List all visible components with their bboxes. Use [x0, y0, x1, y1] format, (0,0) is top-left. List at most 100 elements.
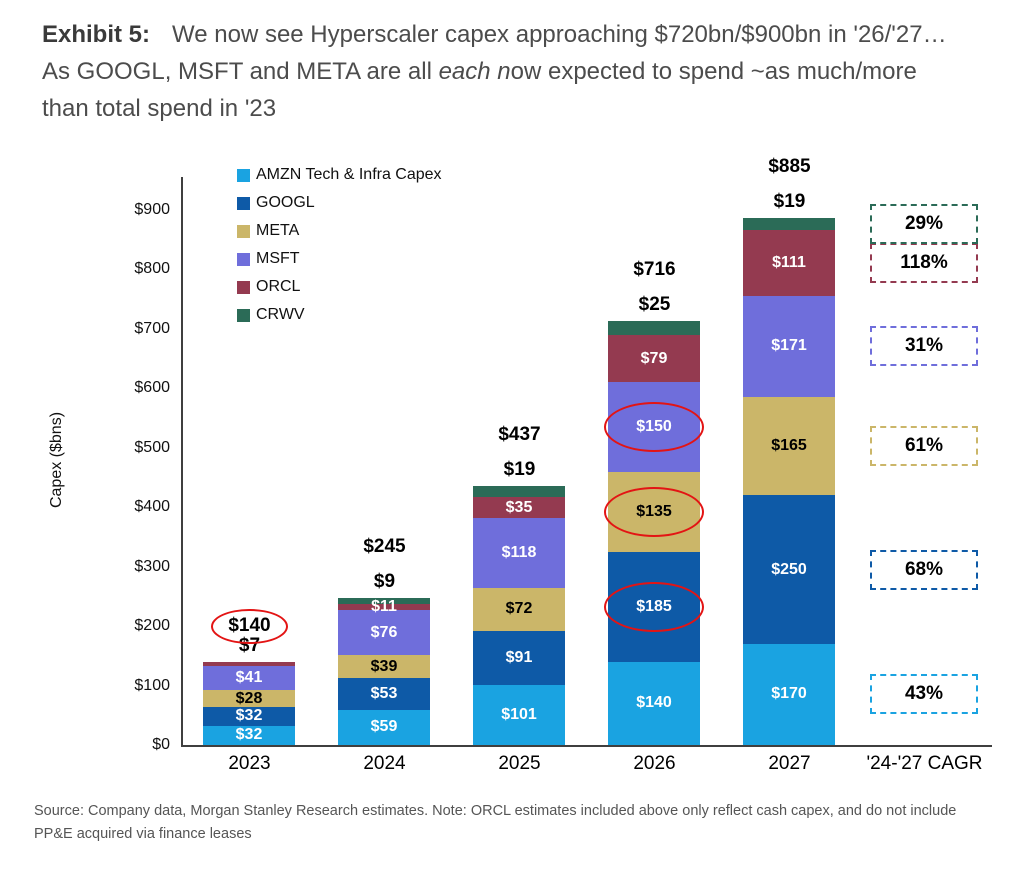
- bars-area: $32 $32 $28 $41 $7 $140 $59 $53 $39 $76 $11 $9 $245 $…: [182, 156, 992, 745]
- bar-segment-orcl-2026: $79: [608, 335, 700, 383]
- bar-column-2026: $140 $185 $135 $150 $79 $25 $716: [587, 215, 722, 745]
- bar-segment-amzn-2026: $140: [608, 661, 700, 745]
- total-label-2027: $885: [768, 156, 811, 178]
- legend-item-msft: MSFT: [237, 245, 442, 273]
- y-tick-label: $500: [134, 438, 170, 456]
- y-tick-label: $300: [134, 557, 170, 575]
- bar-segment-msft-2024: $76: [338, 610, 430, 656]
- total-label-2026: $716: [633, 258, 676, 280]
- bar-segment-msft-2026: $150: [604, 382, 704, 472]
- bar-column-2027: $170 $250 $165 $171 $111 $19 $885: [722, 156, 857, 745]
- bar-segment-orcl-2023: [203, 661, 295, 666]
- y-tick-label: $100: [134, 676, 170, 694]
- bar-segment-crwv-2024: [338, 598, 430, 604]
- legend-item-meta: META: [237, 217, 442, 245]
- segment-value-label: $76: [370, 623, 398, 641]
- bar-segment-amzn-2027: $170: [743, 643, 835, 745]
- bar-column-2025: $101 $91 $72 $118 $35 $19 $437: [452, 215, 587, 745]
- bar-segment-msft-2023: $41: [203, 665, 295, 691]
- segment-value-label: $28: [235, 689, 263, 707]
- y-tick-label: $600: [134, 379, 170, 397]
- bar-segment-googl-2025: $91: [473, 630, 565, 685]
- legend-swatch-orcl: [237, 280, 250, 294]
- chart-legend: AMZN Tech & Infra Capex GOOGL META MSFT ORCL…: [237, 161, 442, 329]
- segment-value-label: $150: [636, 417, 672, 435]
- bar-segment-meta-2023: $28: [203, 690, 295, 707]
- stacked-bar-2023: $32 $32 $28 $41: [203, 661, 295, 745]
- exhibit-number: Exhibit 5:: [42, 21, 151, 48]
- segment-value-label: $101: [501, 705, 537, 723]
- bar-segment-googl-2023: $32: [203, 706, 295, 726]
- bar-column-2024: $59 $53 $39 $76 $11 $9 $245: [317, 215, 452, 745]
- total-label-2024: $245: [363, 536, 406, 558]
- legend-label-amzn: AMZN Tech & Infra Capex: [256, 166, 442, 183]
- bar-segment-crwv-2026: [608, 320, 700, 336]
- segment-value-label: $118: [501, 544, 537, 561]
- y-tick-label: $400: [134, 498, 170, 516]
- legend-item-crwv: CRWV: [237, 301, 442, 329]
- y-tick-label: $200: [134, 617, 170, 635]
- cagr-box-msft: 31%: [870, 326, 978, 367]
- bar-segment-meta-2026: $135: [604, 471, 704, 552]
- bar-segment-meta-2024: $39: [338, 655, 430, 679]
- segment-value-label: $72: [505, 600, 533, 618]
- segment-value-label: $250: [771, 560, 807, 578]
- segment-value-label: $91: [505, 648, 533, 666]
- legend-item-amzn: AMZN Tech & Infra Capex: [237, 161, 442, 189]
- y-tick-label: $900: [134, 201, 170, 218]
- segment-value-label: $171: [771, 337, 807, 355]
- legend-label-crwv: CRWV: [256, 306, 305, 323]
- above-bar-value-crwv: $19: [503, 458, 536, 480]
- bar-segment-msft-2025: $118: [473, 517, 565, 589]
- bar-segment-meta-2025: $72: [473, 588, 565, 631]
- segment-value-label: $135: [636, 502, 672, 520]
- cagr-box-amzn: 43%: [870, 674, 978, 715]
- cagr-box-googl: 68%: [870, 549, 978, 590]
- bar-segment-amzn-2023: $32: [203, 725, 295, 745]
- bar-segment-orcl-2027: $111: [743, 229, 835, 296]
- x-axis-label-2025: 2025: [498, 753, 541, 774]
- exhibit-title: Exhibit 5: We now see Hyperscaler capex a…: [42, 16, 958, 127]
- segment-value-label: $35: [505, 498, 533, 516]
- bar-segment-crwv-2025: [473, 485, 565, 498]
- total-label-2025: $437: [498, 423, 541, 445]
- above-bar-value-crwv: $25: [638, 293, 671, 315]
- y-axis-title: Capex ($bns): [48, 411, 65, 509]
- x-axis-label-2027: 2027: [768, 753, 811, 774]
- exhibit-title-text-end: ow expected to spend ~as much/more than …: [42, 58, 917, 122]
- segment-value-label: $53: [370, 685, 398, 703]
- segment-value-label: $140: [636, 694, 672, 712]
- segment-value-label: $32: [235, 707, 263, 725]
- exhibit-title-italic: each n: [438, 58, 511, 85]
- cagr-box-meta: 61%: [870, 426, 978, 467]
- stacked-bar-chart: Capex ($bns) $0 $100 $200 $300 $400 $500 $600 $…: [0, 155, 1024, 815]
- x-axis-label-2026: 2026: [633, 753, 676, 774]
- y-axis-line: [181, 177, 183, 745]
- segment-value-label: $41: [235, 669, 263, 687]
- bar-segment-googl-2024: $53: [338, 678, 430, 710]
- legend-label-msft: MSFT: [256, 250, 300, 267]
- y-tick-label: $700: [134, 319, 170, 337]
- legend-label-meta: META: [256, 222, 300, 239]
- legend-label-orcl: ORCL: [256, 278, 301, 295]
- bar-segment-meta-2027: $165: [743, 397, 835, 496]
- x-axis-line: [181, 745, 992, 747]
- above-bar-value-crwv: $19: [773, 191, 806, 213]
- bar-segment-googl-2026: $185: [604, 551, 704, 662]
- exhibit-title-text: We now see Hyperscaler capex approaching…: [42, 21, 947, 85]
- stacked-bar-2027: $170 $250 $165 $171 $111: [743, 218, 835, 745]
- segment-value-label: $170: [771, 685, 807, 703]
- y-tick-label: $0: [152, 736, 170, 753]
- segment-value-label: $11: [371, 597, 397, 615]
- above-bar-value-crwv: $9: [373, 571, 396, 593]
- segment-value-label: $111: [772, 253, 806, 271]
- legend-swatch-meta: [237, 224, 250, 238]
- stacked-bar-2026: $140 $185 $135 $150 $79: [604, 320, 704, 745]
- bar-segment-orcl-2024: $11: [338, 598, 430, 615]
- stacked-bar-2025: $101 $91 $72 $118 $35: [473, 485, 565, 745]
- legend-swatch-googl: [237, 196, 250, 210]
- bar-column-2023: $32 $32 $28 $41 $7 $140: [182, 215, 317, 745]
- x-axis-label-2023: 2023: [228, 753, 271, 774]
- segment-value-label: $39: [370, 657, 398, 675]
- bar-segment-amzn-2024: $59: [338, 709, 430, 745]
